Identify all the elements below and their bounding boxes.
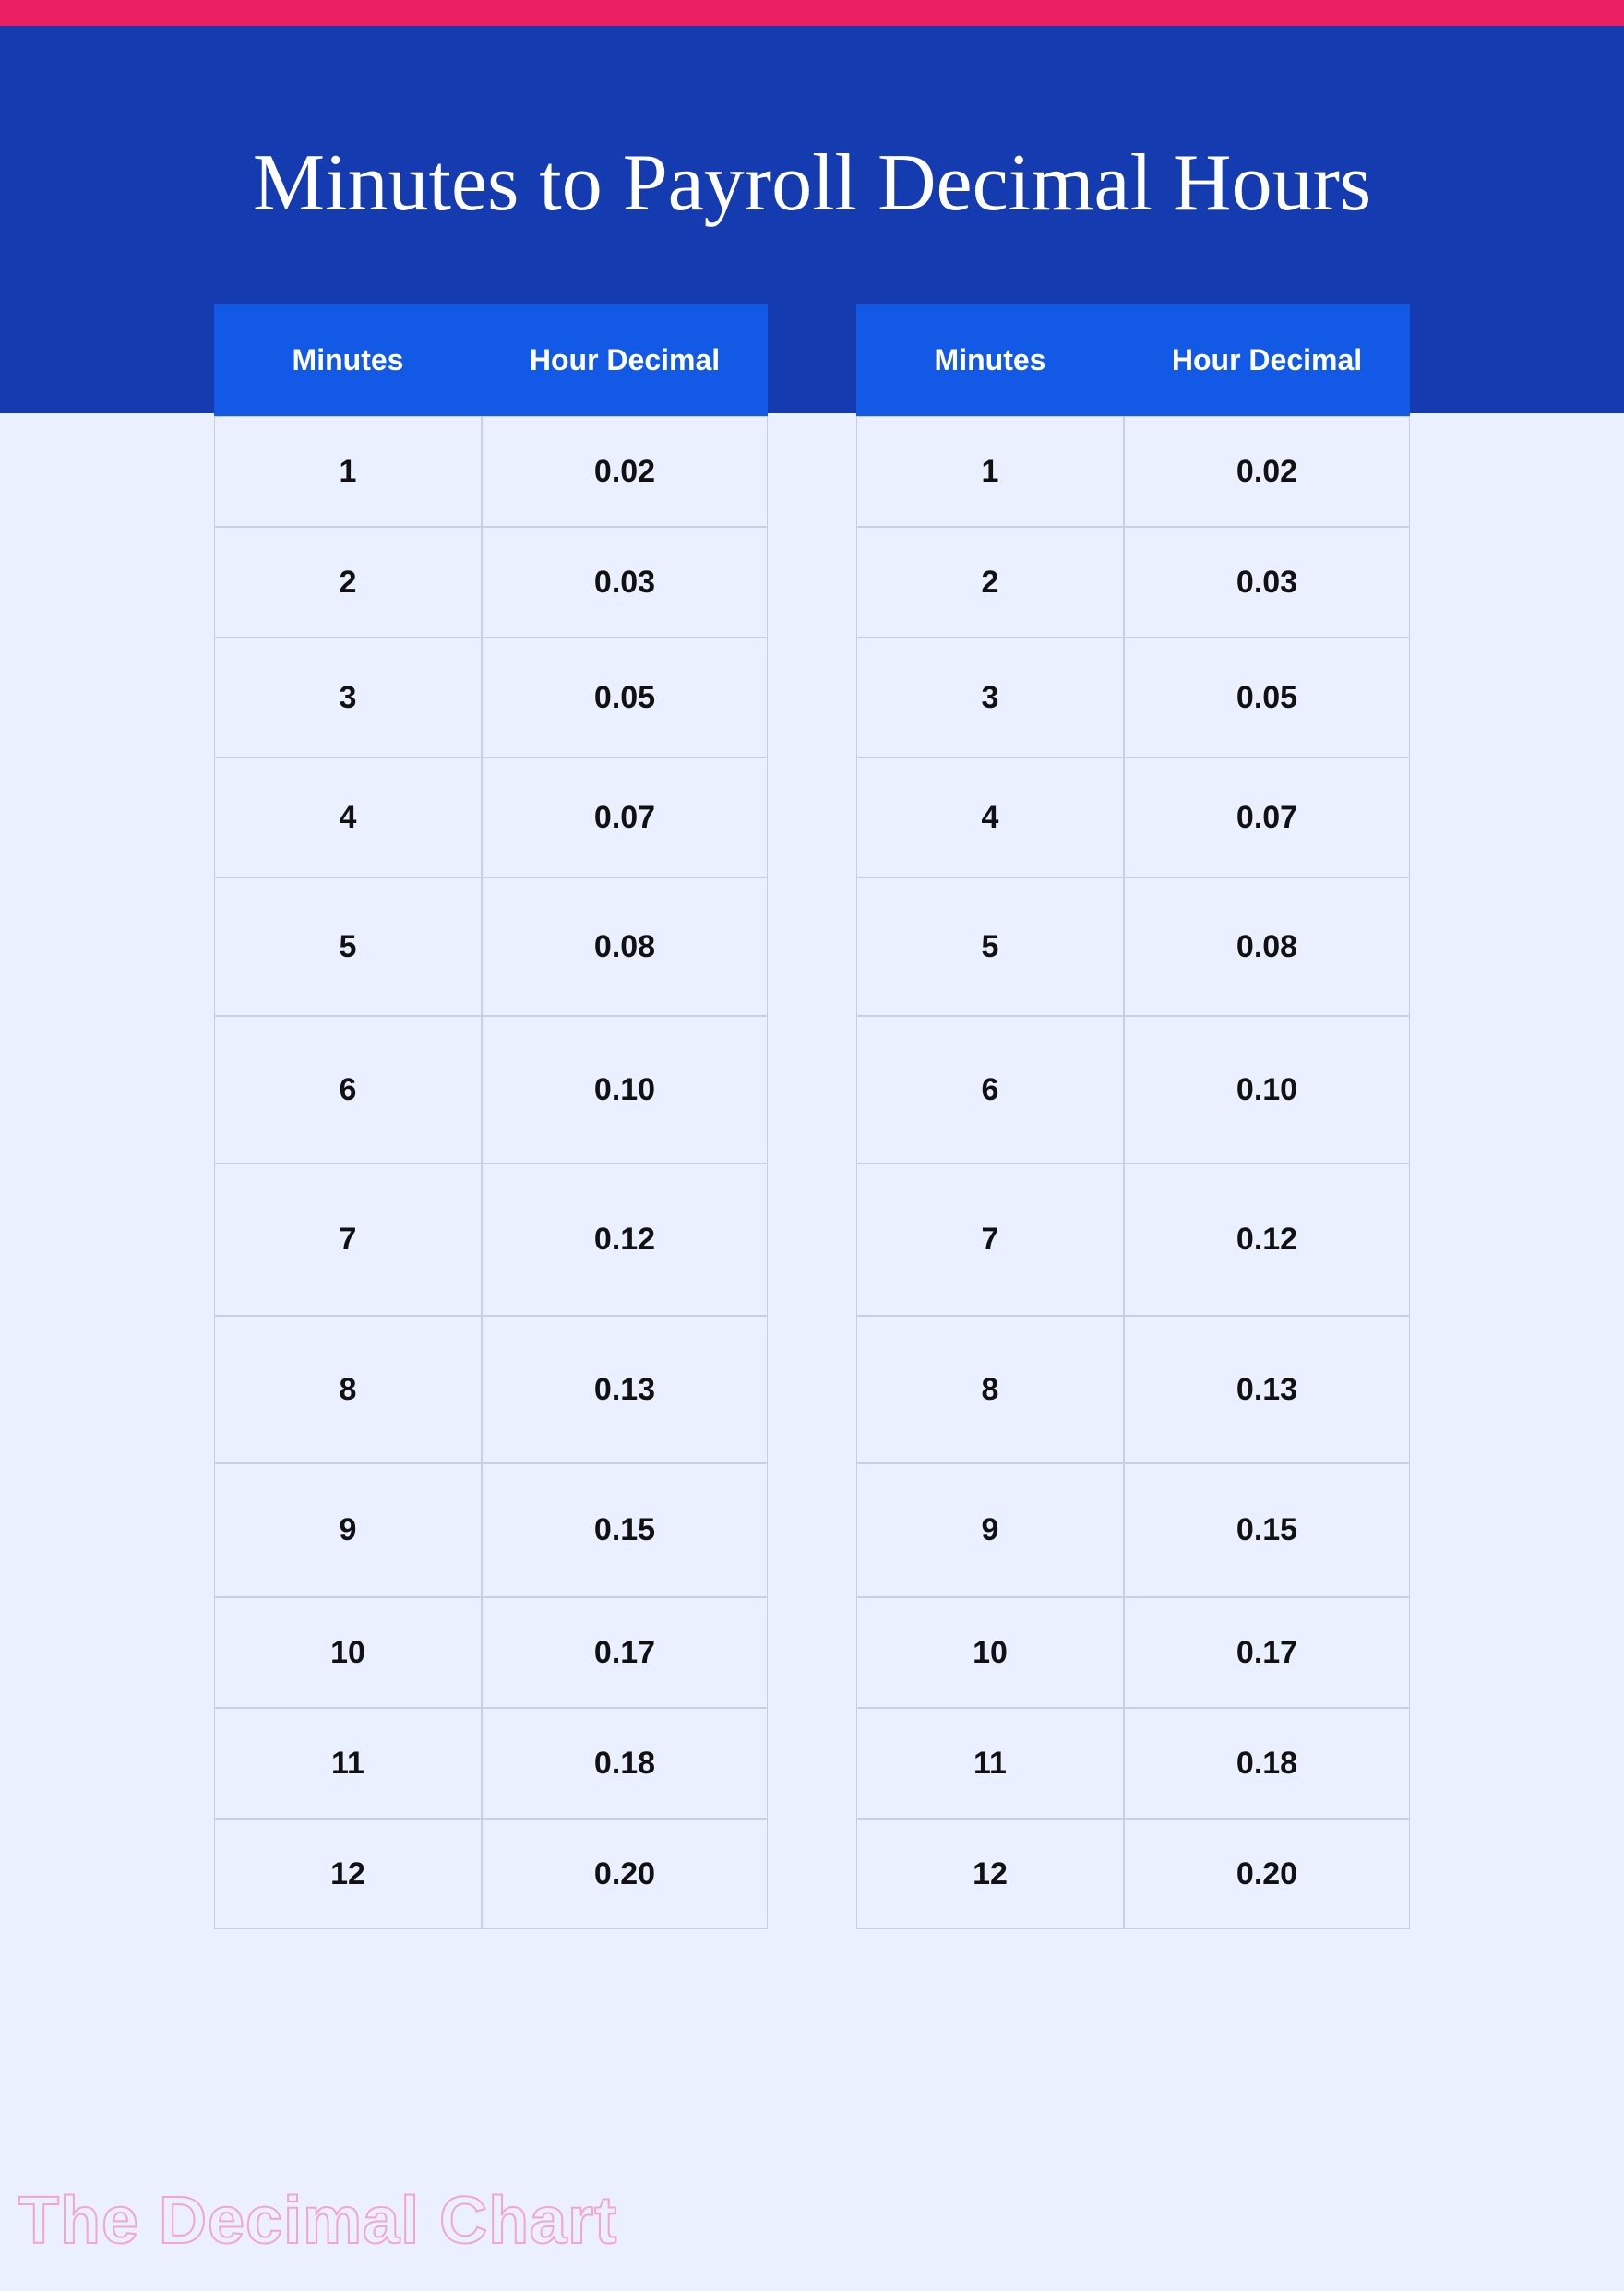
cell-minutes: 2 bbox=[856, 527, 1124, 638]
cell-minutes: 6 bbox=[214, 1016, 482, 1163]
cell-minutes: 11 bbox=[214, 1708, 482, 1819]
cell-minutes: 1 bbox=[856, 416, 1124, 527]
cell-hour-decimal: 0.17 bbox=[482, 1597, 768, 1708]
cell-minutes: 5 bbox=[214, 877, 482, 1016]
table-header-row: Minutes Hour Decimal bbox=[856, 304, 1410, 416]
cell-minutes: 7 bbox=[856, 1163, 1124, 1316]
cell-minutes: 10 bbox=[856, 1597, 1124, 1708]
table-row: 50.08 bbox=[856, 877, 1410, 1016]
cell-hour-decimal: 0.18 bbox=[482, 1708, 768, 1819]
cell-minutes: 8 bbox=[856, 1316, 1124, 1463]
column-header-hour-decimal: Hour Decimal bbox=[1124, 304, 1410, 416]
cell-hour-decimal: 0.02 bbox=[482, 416, 768, 527]
column-header-minutes: Minutes bbox=[856, 304, 1124, 416]
cell-hour-decimal: 0.10 bbox=[1124, 1016, 1410, 1163]
table-row: 80.13 bbox=[856, 1316, 1410, 1463]
table-row: 100.17 bbox=[856, 1597, 1410, 1708]
table-row: 40.07 bbox=[214, 758, 768, 877]
cell-minutes: 5 bbox=[856, 877, 1124, 1016]
tables-container: Minutes Hour Decimal 10.0220.0330.0540.0… bbox=[0, 304, 1624, 1929]
cell-minutes: 3 bbox=[214, 638, 482, 758]
table-row: 90.15 bbox=[856, 1463, 1410, 1597]
table-row: 110.18 bbox=[856, 1708, 1410, 1819]
cell-hour-decimal: 0.12 bbox=[1124, 1163, 1410, 1316]
cell-hour-decimal: 0.02 bbox=[1124, 416, 1410, 527]
column-header-hour-decimal: Hour Decimal bbox=[482, 304, 768, 416]
cell-minutes: 9 bbox=[214, 1463, 482, 1597]
cell-minutes: 12 bbox=[214, 1819, 482, 1929]
cell-minutes: 4 bbox=[856, 758, 1124, 877]
table-row: 120.20 bbox=[214, 1819, 768, 1929]
cell-minutes: 1 bbox=[214, 416, 482, 527]
cell-minutes: 4 bbox=[214, 758, 482, 877]
table-row: 20.03 bbox=[214, 527, 768, 638]
table-row: 40.07 bbox=[856, 758, 1410, 877]
cell-minutes: 6 bbox=[856, 1016, 1124, 1163]
cell-hour-decimal: 0.03 bbox=[1124, 527, 1410, 638]
cell-hour-decimal: 0.13 bbox=[1124, 1316, 1410, 1463]
cell-minutes: 11 bbox=[856, 1708, 1124, 1819]
footer-caption: The Decimal Chart bbox=[18, 2183, 617, 2259]
cell-hour-decimal: 0.13 bbox=[482, 1316, 768, 1463]
table-row: 100.17 bbox=[214, 1597, 768, 1708]
column-header-minutes: Minutes bbox=[214, 304, 482, 416]
cell-hour-decimal: 0.15 bbox=[1124, 1463, 1410, 1597]
table-header-row: Minutes Hour Decimal bbox=[214, 304, 768, 416]
cell-minutes: 12 bbox=[856, 1819, 1124, 1929]
cell-minutes: 9 bbox=[856, 1463, 1124, 1597]
cell-hour-decimal: 0.20 bbox=[1124, 1819, 1410, 1929]
top-accent-strip bbox=[0, 0, 1624, 26]
cell-hour-decimal: 0.07 bbox=[482, 758, 768, 877]
conversion-table-left: Minutes Hour Decimal 10.0220.0330.0540.0… bbox=[214, 304, 768, 1929]
table-row: 30.05 bbox=[214, 638, 768, 758]
table-row: 70.12 bbox=[856, 1163, 1410, 1316]
cell-minutes: 3 bbox=[856, 638, 1124, 758]
cell-hour-decimal: 0.05 bbox=[1124, 638, 1410, 758]
table-row: 60.10 bbox=[856, 1016, 1410, 1163]
cell-minutes: 10 bbox=[214, 1597, 482, 1708]
cell-hour-decimal: 0.08 bbox=[1124, 877, 1410, 1016]
table-row: 80.13 bbox=[214, 1316, 768, 1463]
cell-hour-decimal: 0.15 bbox=[482, 1463, 768, 1597]
page-title: Minutes to Payroll Decimal Hours bbox=[0, 137, 1624, 230]
cell-hour-decimal: 0.08 bbox=[482, 877, 768, 1016]
cell-hour-decimal: 0.20 bbox=[482, 1819, 768, 1929]
cell-hour-decimal: 0.12 bbox=[482, 1163, 768, 1316]
cell-minutes: 2 bbox=[214, 527, 482, 638]
table-row: 10.02 bbox=[856, 416, 1410, 527]
table-row: 30.05 bbox=[856, 638, 1410, 758]
cell-hour-decimal: 0.03 bbox=[482, 527, 768, 638]
conversion-table-right: Minutes Hour Decimal 10.0220.0330.0540.0… bbox=[856, 304, 1410, 1929]
cell-hour-decimal: 0.05 bbox=[482, 638, 768, 758]
cell-hour-decimal: 0.10 bbox=[482, 1016, 768, 1163]
table-row: 50.08 bbox=[214, 877, 768, 1016]
table-row: 90.15 bbox=[214, 1463, 768, 1597]
table-body-right: 10.0220.0330.0540.0750.0860.1070.1280.13… bbox=[856, 416, 1410, 1929]
table-row: 70.12 bbox=[214, 1163, 768, 1316]
cell-minutes: 8 bbox=[214, 1316, 482, 1463]
cell-hour-decimal: 0.17 bbox=[1124, 1597, 1410, 1708]
table-row: 10.02 bbox=[214, 416, 768, 527]
cell-minutes: 7 bbox=[214, 1163, 482, 1316]
table-row: 110.18 bbox=[214, 1708, 768, 1819]
table-row: 20.03 bbox=[856, 527, 1410, 638]
cell-hour-decimal: 0.18 bbox=[1124, 1708, 1410, 1819]
table-body-left: 10.0220.0330.0540.0750.0860.1070.1280.13… bbox=[214, 416, 768, 1929]
table-row: 120.20 bbox=[856, 1819, 1410, 1929]
cell-hour-decimal: 0.07 bbox=[1124, 758, 1410, 877]
table-row: 60.10 bbox=[214, 1016, 768, 1163]
